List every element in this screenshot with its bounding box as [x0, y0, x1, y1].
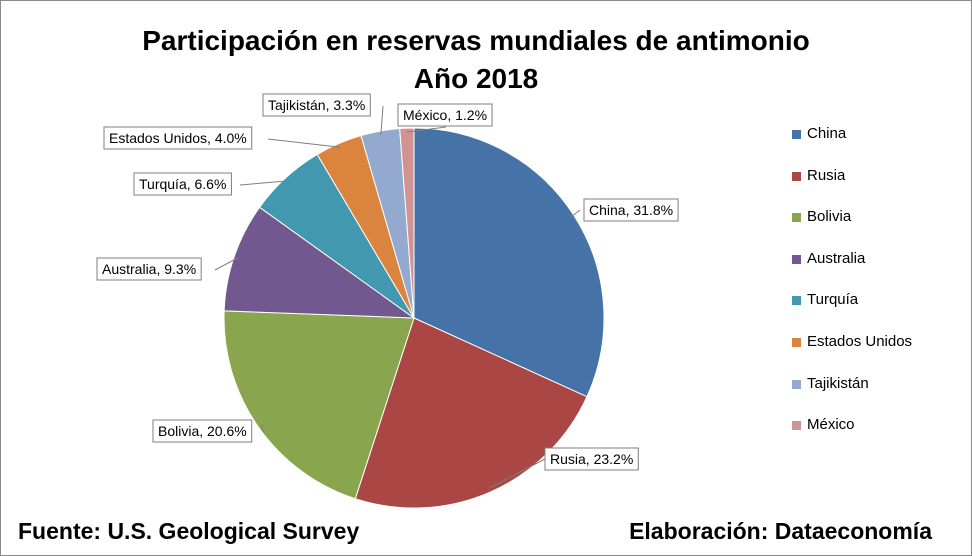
pie-slice-méxico: [399, 127, 415, 319]
legend-swatch: [792, 379, 801, 389]
data-label-box: [262, 93, 371, 117]
chart-title: Participación en reservas mundiales de a…: [142, 25, 810, 56]
data-label-box: [103, 126, 253, 150]
data-label-box: [544, 447, 639, 471]
data-label-box: [152, 419, 253, 443]
legend-swatch: [792, 421, 801, 431]
data-label-box: [583, 198, 679, 222]
legend-swatch: [792, 337, 801, 347]
chart-subtitle: Año 2018: [413, 63, 539, 94]
legend-item: Rusia: [792, 166, 962, 208]
data-label-turquía: Turquía, 6.6%: [139, 176, 226, 192]
pie-slice-rusia: [354, 317, 588, 509]
data-label-box: [133, 172, 232, 196]
chart-legend: China Rusia Bolivia Australia Turquía Estados…: [792, 124, 962, 457]
legend-label: Turquía: [807, 291, 859, 309]
pie-slice-bolivia: [223, 310, 415, 500]
legend-item: México: [792, 415, 962, 457]
leader-line: [267, 138, 341, 148]
legend-swatch: [792, 296, 801, 306]
data-label-rusia: Rusia, 23.2%: [550, 451, 633, 467]
legend-label: Australia: [807, 249, 866, 267]
legend-item: Bolivia: [792, 207, 962, 249]
legend-label: China: [807, 125, 847, 142]
source-note: Fuente: U.S. Geological Survey: [18, 518, 360, 544]
leader-line: [406, 126, 447, 133]
legend-label: Rusia: [807, 166, 846, 184]
data-label-australia: Australia, 9.3%: [102, 261, 196, 277]
legend-label: México: [807, 416, 855, 434]
legend-item: Estados Unidos: [792, 332, 962, 374]
leader-line: [214, 257, 239, 271]
chart-title-block: Participación en reservas mundiales de a…: [0, 22, 952, 98]
legend-swatch: [792, 130, 801, 139]
legend-item: Turquía: [792, 290, 962, 332]
data-label-china: China, 31.8%: [589, 202, 673, 218]
data-label-box: [96, 257, 202, 281]
legend-label: Tajikistán: [807, 374, 869, 392]
leader-line: [570, 209, 581, 218]
leader-line: [260, 424, 264, 433]
legend-label: Bolivia: [807, 208, 852, 226]
pie-slice-australia: [223, 206, 416, 319]
leader-line: [239, 180, 289, 186]
data-label-box: [397, 103, 493, 127]
leader-line: [380, 105, 384, 136]
legend-label: Estados Unidos: [807, 332, 913, 350]
data-label-estados-unidos: Estados Unidos, 4.0%: [109, 130, 247, 146]
credit-note: Elaboración: Dataeconomía: [629, 518, 932, 544]
legend-swatch: [792, 254, 801, 264]
data-label-méxico: México, 1.2%: [403, 107, 487, 123]
legend-swatch: [792, 171, 801, 181]
legend-item: China: [792, 124, 962, 166]
legend-item: Australia: [792, 249, 962, 291]
data-label-bolivia: Bolivia, 20.6%: [158, 423, 247, 439]
leader-line: [488, 458, 546, 489]
legend-item: Tajikistán: [792, 374, 962, 416]
legend-swatch: [792, 213, 801, 223]
data-label-tajikistán: Tajikistán, 3.3%: [268, 97, 365, 113]
